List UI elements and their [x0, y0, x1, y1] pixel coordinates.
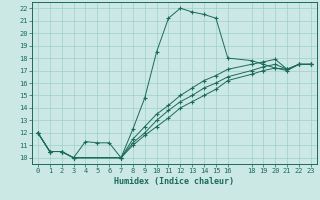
X-axis label: Humidex (Indice chaleur): Humidex (Indice chaleur) — [115, 177, 234, 186]
